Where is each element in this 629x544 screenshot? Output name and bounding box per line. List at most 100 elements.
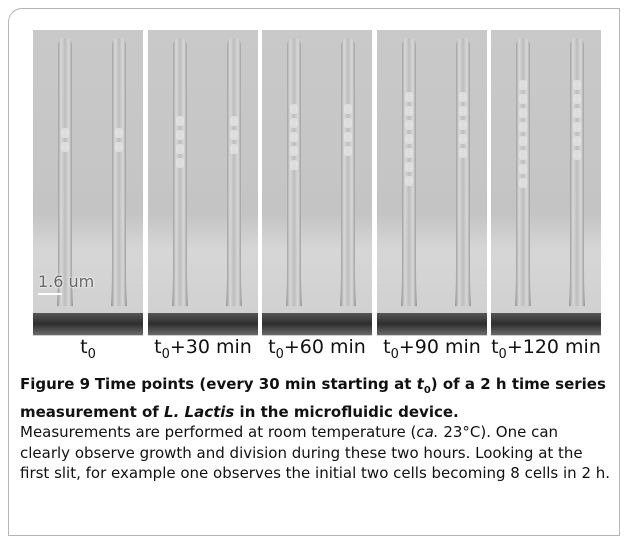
cell — [573, 150, 581, 160]
caption-label: Figure 9 — [20, 375, 91, 393]
cell — [519, 108, 527, 118]
cell — [519, 136, 527, 146]
time-label: t0 — [23, 336, 153, 362]
label-part: 0 — [498, 346, 507, 362]
time-label: t0+90 min — [367, 336, 497, 362]
cell — [230, 144, 238, 154]
cell — [519, 80, 527, 90]
channel-floor — [33, 313, 143, 335]
label-part: t — [268, 336, 276, 358]
cell — [573, 94, 581, 104]
channel — [286, 38, 302, 306]
cell — [405, 92, 413, 102]
cell — [290, 118, 298, 128]
channel — [172, 38, 188, 306]
cell — [115, 128, 123, 138]
micrograph — [491, 30, 601, 336]
cell — [290, 146, 298, 156]
label-part: t — [154, 336, 162, 358]
cell — [405, 134, 413, 144]
scale-bar-label: 1.6 um — [38, 272, 95, 291]
channel — [226, 38, 242, 306]
label-part: t — [383, 336, 391, 358]
cell — [573, 136, 581, 146]
cell — [230, 116, 238, 126]
text: Time points (every 30 min starting at — [94, 375, 417, 393]
channel — [569, 38, 585, 306]
micrograph — [148, 30, 258, 336]
channel — [57, 38, 73, 306]
label-part: +120 min — [506, 336, 601, 358]
text: 0 — [423, 385, 431, 396]
text: 23°C). One can clearly observe growth an… — [20, 423, 611, 483]
time-label: t0+30 min — [138, 336, 268, 362]
caption-body: Measurements are performed at room tempe… — [20, 423, 610, 482]
cell — [573, 80, 581, 90]
channel — [340, 38, 356, 306]
cell — [459, 120, 467, 130]
channel-floor — [377, 313, 487, 335]
cell — [573, 108, 581, 118]
cell — [519, 122, 527, 132]
cell — [405, 162, 413, 172]
cell — [344, 132, 352, 142]
cell — [459, 92, 467, 102]
cell — [176, 144, 184, 154]
label-part: 0 — [161, 346, 170, 362]
figure-frame — [8, 8, 620, 536]
cell — [61, 142, 69, 152]
cell — [344, 104, 352, 114]
species: L. Lactis — [164, 402, 235, 421]
cell — [519, 94, 527, 104]
cell — [176, 158, 184, 168]
micrograph — [377, 30, 487, 336]
text: Measurements are performed at room tempe… — [20, 423, 417, 442]
cell — [405, 106, 413, 116]
cell — [405, 148, 413, 158]
channel-floor — [262, 313, 372, 335]
micrograph — [262, 30, 372, 336]
caption-title: Time points (every 30 min starting at t0… — [20, 375, 606, 421]
label-part: +60 min — [283, 336, 366, 358]
cell — [344, 118, 352, 128]
text: t — [416, 375, 424, 393]
time-label: t0+60 min — [252, 336, 382, 362]
cell — [405, 120, 413, 130]
cell — [290, 104, 298, 114]
cell — [61, 128, 69, 138]
cell — [115, 142, 123, 152]
channel-floor — [491, 313, 601, 335]
text: ) of a 2 h time series measurement of — [20, 375, 606, 421]
text: in the microfluidic device. — [234, 402, 459, 421]
cell — [519, 150, 527, 160]
cell — [344, 146, 352, 156]
cell — [290, 132, 298, 142]
scale-bar — [38, 293, 62, 295]
cell — [405, 176, 413, 186]
cell — [176, 116, 184, 126]
channel — [111, 38, 127, 306]
cell — [230, 130, 238, 140]
channel — [455, 38, 471, 306]
channel-floor — [148, 313, 258, 335]
cell — [459, 134, 467, 144]
cell — [290, 160, 298, 170]
label-part: +90 min — [398, 336, 481, 358]
cell — [519, 178, 527, 188]
label-part: t — [80, 336, 88, 358]
label-part: +30 min — [169, 336, 252, 358]
cell — [459, 106, 467, 116]
time-label: t0+120 min — [481, 336, 611, 362]
label-part: 0 — [87, 346, 96, 362]
cell — [519, 164, 527, 174]
text: ca. — [416, 423, 439, 442]
cell — [459, 148, 467, 158]
cell — [176, 130, 184, 140]
label-part: t — [491, 336, 499, 358]
label-part: 0 — [390, 346, 399, 362]
label-part: 0 — [275, 346, 284, 362]
cell — [573, 122, 581, 132]
caption: Figure 9 Time points (every 30 min start… — [20, 374, 612, 484]
